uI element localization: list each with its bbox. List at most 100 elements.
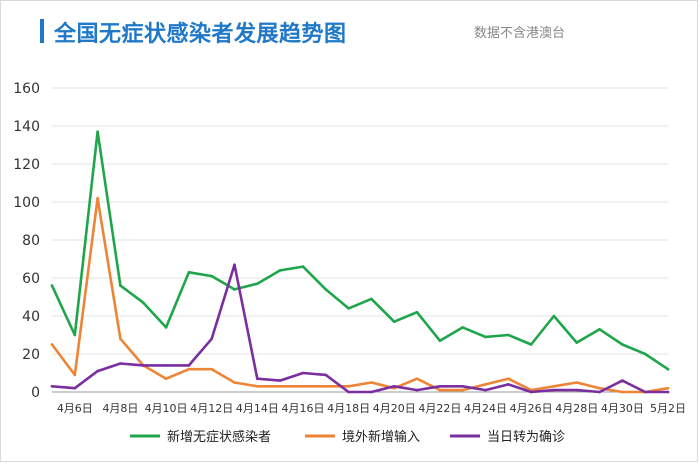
series-lines: [50, 130, 670, 394]
data-point: [484, 388, 487, 392]
data-point: [552, 314, 556, 318]
data-point: [233, 288, 236, 291]
data-point: [164, 364, 168, 367]
data-point: [210, 274, 214, 278]
y-tick-label: 20: [22, 347, 40, 363]
data-point: [347, 385, 350, 388]
data-point: [461, 388, 464, 392]
x-tick-label: 4月16日: [281, 402, 324, 415]
data-point: [370, 390, 373, 394]
data-point: [392, 320, 396, 324]
data-point: [233, 381, 236, 384]
data-point: [187, 271, 191, 274]
data-point: [278, 385, 282, 388]
data-point: [506, 333, 510, 337]
x-tick-label: 4月28日: [555, 402, 598, 415]
data-point: [666, 367, 670, 371]
series-line-0: [50, 130, 670, 371]
x-tick-label: 4月18日: [327, 402, 370, 415]
data-point: [438, 339, 442, 343]
data-point: [187, 367, 191, 371]
data-point: [415, 310, 419, 314]
data-point: [621, 379, 624, 382]
legend-label-0: 新增无症状感染者: [167, 429, 271, 445]
data-point: [256, 385, 259, 388]
x-tick-label: 4月22日: [418, 402, 461, 415]
data-point: [324, 385, 328, 388]
data-point: [643, 352, 647, 356]
x-axis-ticks: 4月6日 4月8日 4月10日 4月12日 4月14日 4月16日 4月18日 4月20日 4月…: [57, 402, 686, 415]
x-tick-label: 4月26日: [510, 402, 553, 415]
data-point: [347, 307, 350, 310]
data-point: [141, 301, 145, 305]
x-tick-label: 4月20日: [373, 402, 416, 415]
data-point: [598, 328, 601, 331]
x-tick-label: 4月14日: [236, 402, 279, 415]
series-line-2: [50, 263, 670, 394]
data-point: [187, 364, 191, 367]
data-point: [370, 297, 373, 301]
data-point: [164, 377, 168, 381]
data-point: [119, 284, 122, 287]
y-tick-label: 140: [13, 119, 40, 135]
y-axis-ticks: 0 20 40 60 80 100 120 140 160: [13, 81, 40, 401]
data-point: [96, 130, 99, 133]
data-point: [529, 390, 533, 394]
y-tick-label: 120: [13, 157, 40, 173]
y-tick-label: 60: [22, 271, 40, 287]
data-point: [621, 343, 624, 346]
data-point: [552, 388, 556, 392]
data-point: [119, 362, 122, 365]
data-point: [484, 383, 487, 386]
data-point: [552, 385, 556, 388]
data-point: [666, 390, 670, 394]
x-tick-label: 5月2日: [650, 402, 686, 415]
y-tick-label: 0: [31, 385, 40, 401]
data-point: [256, 377, 259, 381]
data-point: [50, 343, 54, 346]
x-tick-label: 4月6日: [57, 402, 93, 415]
data-point: [301, 371, 305, 375]
data-point: [50, 385, 54, 388]
data-point: [73, 373, 77, 377]
data-point: [392, 385, 396, 388]
x-tick-label: 4月30日: [601, 402, 644, 415]
data-point: [324, 288, 328, 291]
data-point: [233, 263, 236, 267]
data-point: [370, 381, 373, 384]
data-point: [575, 381, 579, 384]
title-accent-bar: [40, 19, 44, 43]
data-point: [598, 386, 601, 390]
x-tick-label: 4月8日: [102, 402, 138, 415]
data-point: [575, 341, 579, 344]
data-point: [164, 326, 168, 329]
data-point: [141, 364, 145, 367]
chart-title: 全国无症状感染者发展趋势图: [54, 22, 347, 47]
y-tick-label: 80: [22, 233, 40, 249]
data-point: [506, 383, 510, 386]
chart-subtitle: 数据不含港澳台: [474, 26, 566, 41]
x-tick-label: 4月24日: [464, 402, 507, 415]
data-point: [96, 369, 99, 373]
x-tick-label: 4月10日: [145, 402, 188, 415]
data-point: [278, 379, 282, 382]
legend-label-1: 境外新增输入: [342, 429, 420, 445]
data-point: [119, 337, 122, 341]
data-point: [278, 269, 282, 272]
data-point: [301, 265, 305, 268]
y-tick-label: 160: [13, 81, 40, 97]
data-point: [461, 385, 464, 388]
y-tick-label: 100: [13, 195, 40, 211]
data-point: [210, 367, 214, 371]
data-point: [347, 390, 350, 394]
data-point: [438, 388, 442, 392]
data-point: [484, 335, 487, 339]
data-point: [324, 373, 328, 377]
data-point: [73, 333, 77, 337]
data-point: [415, 377, 419, 381]
data-point: [415, 388, 419, 392]
data-point: [301, 385, 305, 388]
data-point: [575, 388, 579, 392]
data-point: [438, 385, 442, 388]
